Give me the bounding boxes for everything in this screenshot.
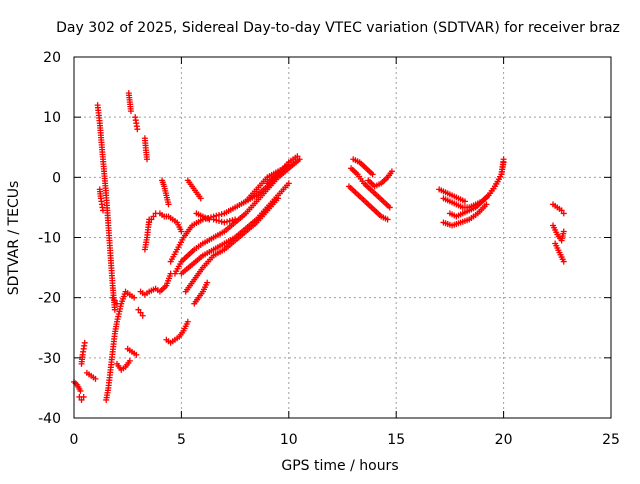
data-point [137, 309, 144, 316]
data-point [215, 211, 222, 218]
plot-frame [73, 56, 612, 419]
data-point [560, 258, 567, 265]
data-point [386, 204, 393, 211]
axis-ticks: 0 5 10 15 20 25 -40 -30 -20 -10 0 10 20 [38, 50, 620, 448]
data-point [204, 279, 211, 286]
data-point [77, 387, 84, 394]
data-point [178, 228, 185, 235]
x-tick-label: 20 [495, 432, 513, 448]
data-point [483, 201, 490, 208]
y-axis-label: SDTVAR / TECUs [6, 181, 22, 296]
data-point [226, 217, 233, 224]
data-point [285, 180, 292, 187]
y-tick-label: -30 [38, 351, 61, 367]
x-tick-label: 0 [70, 432, 79, 448]
y-tick-label: -10 [38, 231, 61, 247]
data-point [139, 312, 146, 319]
data-point [144, 156, 151, 163]
data-point [109, 294, 116, 301]
data-point [388, 168, 395, 175]
data-point [135, 306, 142, 313]
data-point [218, 218, 225, 225]
data-point [296, 156, 303, 163]
y-tick-label: 20 [43, 50, 61, 66]
data-point [232, 216, 239, 223]
y-tick-label: -40 [38, 411, 61, 427]
data-point [111, 306, 118, 313]
data-point [150, 213, 157, 220]
data-point [560, 228, 567, 235]
data-point [224, 218, 231, 225]
data-point [148, 216, 155, 223]
data-point [131, 294, 138, 301]
data-point [146, 219, 153, 226]
data-point [134, 126, 141, 133]
data-point [92, 375, 99, 382]
data-point [500, 156, 507, 163]
data-point [218, 211, 225, 218]
data-point [99, 207, 106, 214]
data-point [229, 217, 236, 224]
data-point [197, 195, 204, 202]
x-tick-label: 25 [602, 432, 620, 448]
data-point [126, 357, 133, 364]
data-point [113, 300, 120, 307]
data-point [111, 297, 118, 304]
chart-title: Day 302 of 2025, Sidereal Day-to-day VTE… [56, 20, 620, 36]
data-point [184, 318, 191, 325]
data-point [369, 171, 376, 178]
data-point [558, 207, 565, 214]
y-tick-label: 0 [52, 170, 61, 186]
data-point [165, 201, 172, 208]
data-point [78, 396, 85, 403]
data-point [384, 216, 391, 223]
x-axis-label: GPS time / hours [281, 458, 398, 474]
data-point [80, 393, 87, 400]
data-point [81, 339, 88, 346]
data-point [461, 198, 468, 205]
data-point [560, 210, 567, 217]
x-tick-label: 15 [387, 432, 405, 448]
x-tick-label: 10 [280, 432, 298, 448]
data-point [221, 219, 228, 226]
data-points [71, 90, 567, 403]
grid-lines [74, 57, 611, 418]
y-tick-label: -20 [38, 291, 61, 307]
x-tick-label: 5 [177, 432, 186, 448]
data-point [275, 195, 282, 202]
data-point [210, 216, 217, 223]
data-point [215, 217, 222, 224]
data-point [133, 351, 140, 358]
data-point [213, 217, 220, 224]
data-point [127, 108, 134, 115]
y-tick-label: 10 [43, 110, 61, 126]
data-point [294, 153, 301, 160]
